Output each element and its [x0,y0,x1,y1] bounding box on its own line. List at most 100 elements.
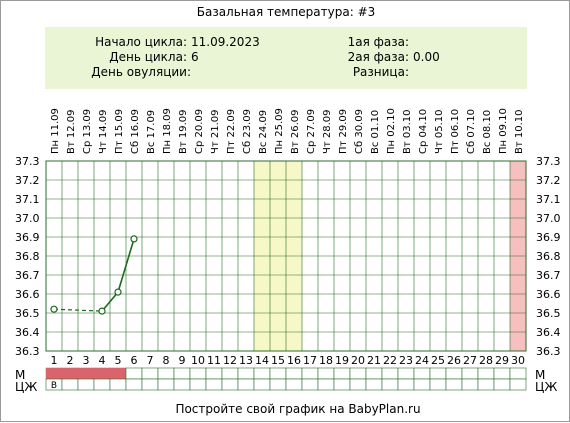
y-tick-left: 36.7 [15,269,40,282]
day-number: 24 [415,354,429,367]
m-cell [413,367,431,380]
y-tick-left: 37.3 [15,155,40,168]
y-tick-right: 36.6 [536,288,561,301]
day-number: 27 [463,354,477,367]
cj-cell [381,378,399,391]
y-tick-right: 37.0 [536,212,561,225]
m-row-label-left: М [15,368,25,382]
cj-cell [317,378,335,391]
date-label: Вт 10.10 [514,110,525,155]
m-cell [61,367,79,380]
m-cell [381,367,399,380]
day-number-labels: 1 2 3 4 5 6 7 8 9 10 11 12 13 14 15 16 17 18 19 20 21 22 23 24 2… [51,354,526,367]
day-number: 8 [163,354,170,367]
cj-cell [189,378,207,391]
cj-cell [349,378,367,391]
cj-cell [61,378,79,391]
m-cell [493,367,511,380]
date-label: Ср 13.09 [82,109,93,154]
cj-row-label-right: ЦЖ [535,380,557,394]
m-cell [173,367,191,380]
day-number: 17 [303,354,317,367]
date-label: Чт 21.09 [210,110,221,155]
m-cell [205,367,223,380]
date-label: Сб 07.10 [466,109,477,154]
difference-label: Разница: [353,65,409,79]
day-number: 2 [67,354,74,367]
y-tick-left: 37.1 [15,193,40,206]
y-tick-left: 37.0 [15,212,40,225]
y-axis-left: 37.3 37.2 37.1 37.0 36.9 36.8 36.7 36.6 36.5 36.4… [15,155,40,358]
cj-cell [413,378,431,391]
day-number: 1 [51,354,58,367]
date-label: Вс 01.10 [370,110,381,154]
data-point [98,307,106,315]
day-number: 15 [271,354,285,367]
cj-cell [93,378,111,391]
cycle-start-label: Начало цикла: [95,35,187,49]
date-label: Ср 27.09 [306,109,317,154]
m-cell [445,367,463,380]
date-label: Пн 11.09 [50,108,61,154]
m-cell [317,367,335,380]
cj-cell [269,378,287,391]
plot-grid [45,160,527,352]
cj-cell [301,378,319,391]
date-label: Вт 26.09 [290,110,301,155]
y-tick-left: 36.9 [15,231,40,244]
phase2-label: 2ая фаза: [348,50,409,64]
y-tick-right: 36.8 [536,250,561,263]
cj-cell [397,378,415,391]
day-number: 11 [207,354,221,367]
day-number: 13 [239,354,253,367]
y-tick-right: 36.7 [536,269,561,282]
m-cell [93,367,111,380]
cj-cell [109,378,127,391]
date-label: Ср 04.10 [418,109,429,154]
cj-cell [237,378,255,391]
day-number: 16 [287,354,301,367]
cj-cell [493,378,511,391]
date-label: Пн 18.09 [162,108,173,154]
cj-cell [461,378,479,391]
cj-cell [205,378,223,391]
m-cell [221,367,239,380]
cj-cell [77,378,95,391]
cycle-day-value: 6 [191,50,199,64]
day-number: 18 [319,354,333,367]
menstruation-row [45,367,527,380]
day-number: 12 [223,354,237,367]
m-row-label-right: М [535,368,545,382]
day-number: 30 [511,354,525,367]
m-cell [349,367,367,380]
series-segment [117,238,135,293]
date-label: Чт 28.09 [322,110,333,155]
day-number: 4 [99,354,106,367]
day-number: 6 [131,354,138,367]
footer-link[interactable]: Постройте свой график на BabyPlan.ru [175,402,420,416]
data-point [50,305,58,313]
day-number: 7 [147,354,154,367]
cj-cell [157,378,175,391]
date-label: Сб 16.09 [130,109,141,154]
m-cell [365,367,383,380]
cj-cell [445,378,463,391]
date-label: Вт 12.09 [66,110,77,155]
cycle-day-label: День цикла: [109,50,187,64]
data-point [130,235,138,243]
m-cell [253,367,271,380]
y-tick-left: 36.8 [15,250,40,263]
m-cell [397,367,415,380]
cervical-fluid-row: В [45,378,527,391]
y-tick-left: 36.4 [15,326,40,339]
day-number: 14 [255,354,269,367]
m-cell [477,367,495,380]
cj-cell [253,378,271,391]
cj-mark: В [51,381,57,391]
cycle-start-value: 11.09.2023 [191,35,260,49]
y-tick-right: 37.2 [536,174,561,187]
m-cell [189,367,207,380]
m-cell [125,367,143,380]
day-number: 28 [479,354,493,367]
